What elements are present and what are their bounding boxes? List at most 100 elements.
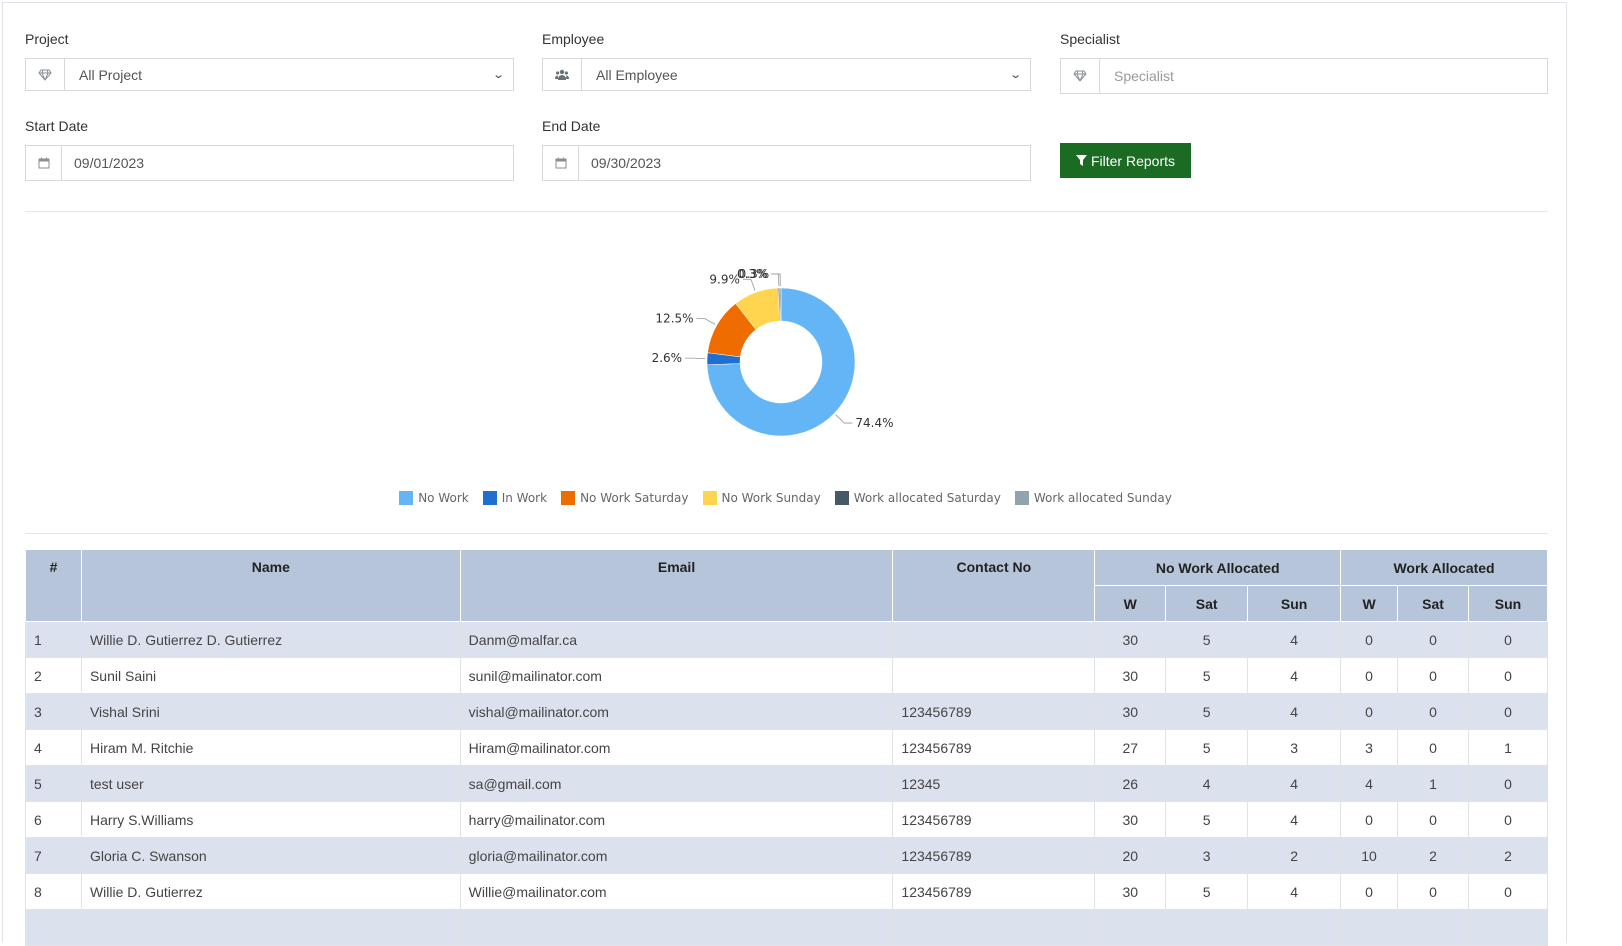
cell-name: Hiram M. Ritchie [80,729,461,766]
label-leader-line [696,317,716,325]
slice-label: 2.6% [652,351,683,365]
cell-work-w: 4 [1340,765,1399,802]
cell-contact: 123456789 [892,837,1096,874]
start-date-value: 09/01/2023 [74,155,145,171]
cell-no-work-sat: 5 [1165,621,1249,658]
end-date-input[interactable]: 09/30/2023 [579,146,1030,180]
chart-legend: No Work In Work No Work Saturday No Work Su… [3,488,1568,508]
employee-label: Employee [542,31,605,47]
cell-contact: 123456789 [892,801,1096,838]
start-date-input[interactable]: 09/01/2023 [62,146,513,180]
slice-label: 74.4% [855,416,893,430]
cell-no-work-sun: 4 [1247,801,1342,838]
filter-reports-button[interactable]: Filter Reports [1060,143,1191,178]
chevron-down-icon: ⌄ [1008,69,1022,81]
cell-name: Harry S.Williams [80,801,461,838]
cell-index: 4 [25,729,82,766]
column-group-work-allocated: Work Allocated [1340,549,1548,586]
calendar-icon [543,146,579,180]
column-header-work-w[interactable]: W [1340,585,1399,622]
project-label: Project [25,31,69,47]
employee-filter: Employee All Employee ⌄ [542,31,1031,91]
cell-work-sun: 0 [1467,621,1549,658]
cell-email: sa@gmail.com [459,765,894,802]
table-row: 4 Hiram M. Ritchie Hiram@mailinator.com 123… [25,729,1549,766]
cell-work-sat: 0 [1397,621,1469,658]
slice-label: 12.5% [655,311,693,325]
cell-name: test user [80,765,461,802]
cell-work-w: 0 [1340,693,1399,730]
cell-no-work-sat: 5 [1165,729,1249,766]
column-header-work-sun[interactable]: Sun [1467,585,1549,622]
label-leader-line [742,278,756,291]
cell-name: Sunil Saini [80,657,461,694]
cell-email: sunil@mailinator.com [459,657,894,694]
cell-work-w: 0 [1340,657,1399,694]
cell-work-w: 0 [1340,801,1399,838]
cell-no-work-sun: 4 [1247,765,1342,802]
label-leader-line [835,414,853,424]
table-cell [80,909,461,946]
legend-label: Work allocated Sunday [1033,491,1172,505]
project-filter: Project All Project ⌄ [25,31,514,91]
cell-work-w: 3 [1340,729,1399,766]
employee-select[interactable]: All Employee ⌄ [582,59,1030,90]
divider [25,211,1548,212]
cell-contact [892,657,1096,694]
cell-work-sun: 0 [1467,873,1549,910]
specialist-input[interactable]: Specialist [1100,59,1547,93]
label-leader-line [772,273,781,287]
cell-work-sat: 2 [1397,837,1469,874]
end-date-label: End Date [542,118,601,134]
filter-icon [1075,155,1087,166]
cell-work-sat: 0 [1397,657,1469,694]
cell-no-work-sun: 4 [1247,657,1342,694]
cell-no-work-w: 20 [1094,837,1167,874]
legend-item[interactable]: No Work [399,488,469,508]
cell-no-work-sat: 5 [1165,657,1249,694]
cell-no-work-sun: 2 [1247,837,1342,874]
cell-name: Vishal Srini [80,693,461,730]
column-header-index[interactable]: # [25,549,82,622]
specialist-filter: Specialist Specialist [1060,31,1548,94]
employee-select-value: All Employee [596,66,678,83]
table-cell [459,909,894,946]
cell-name: Willie D. Gutierrez D. Gutierrez [80,621,461,658]
column-header-no-work-sun[interactable]: Sun [1247,585,1342,622]
table-row: 2 Sunil Saini sunil@mailinator.com 30 5 4 0 0 0 [25,657,1549,694]
column-header-contact[interactable]: Contact No [892,549,1096,622]
cell-index: 7 [25,837,82,874]
column-header-work-sat[interactable]: Sat [1397,585,1469,622]
cell-no-work-w: 30 [1094,801,1167,838]
cell-work-sun: 1 [1467,729,1549,766]
table-row: 1 Willie D. Gutierrez D. Gutierrez Danm@ma… [25,621,1549,658]
legend-item[interactable]: Work allocated Saturday [834,488,1001,508]
cell-work-sat: 1 [1397,765,1469,802]
legend-item[interactable]: In Work [482,488,547,508]
legend-item[interactable]: Work allocated Sunday [1014,488,1172,508]
project-select[interactable]: All Project ⌄ [65,59,513,90]
donut-slice[interactable] [779,287,782,322]
legend-item[interactable]: No Work Sunday [702,488,821,508]
table-row [25,909,1549,946]
cell-work-sun: 0 [1467,693,1549,730]
legend-swatch [702,491,717,505]
column-header-no-work-sat[interactable]: Sat [1165,585,1249,622]
cell-index: 5 [25,765,82,802]
status-donut-chart: 74.4%2.6%12.5%9.9%0.3%0.3% [652,267,894,437]
label-leader-line [685,357,706,360]
column-header-name[interactable]: Name [80,549,461,622]
cell-index: 3 [25,693,82,730]
cell-no-work-sat: 5 [1165,873,1249,910]
table-cell [1247,909,1342,946]
donut-slice[interactable] [706,287,856,437]
cell-no-work-sat: 3 [1165,837,1249,874]
cell-contact: 123456789 [892,873,1096,910]
legend-swatch [561,491,576,505]
legend-item[interactable]: No Work Saturday [561,488,689,508]
column-header-no-work-w[interactable]: W [1094,585,1167,622]
table-cell [1397,909,1469,946]
cell-work-sat: 0 [1397,873,1469,910]
column-header-email[interactable]: Email [459,549,894,622]
cell-no-work-w: 30 [1094,657,1167,694]
